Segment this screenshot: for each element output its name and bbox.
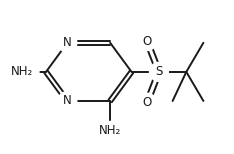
Text: NH₂: NH₂ <box>11 65 33 78</box>
Text: N: N <box>63 94 72 107</box>
Ellipse shape <box>58 91 77 110</box>
Ellipse shape <box>138 32 156 51</box>
Ellipse shape <box>150 63 168 81</box>
Text: O: O <box>142 34 152 48</box>
Ellipse shape <box>5 63 39 81</box>
Text: O: O <box>142 96 152 109</box>
Ellipse shape <box>93 122 127 140</box>
Text: N: N <box>63 36 72 49</box>
Text: NH₂: NH₂ <box>99 124 121 137</box>
Ellipse shape <box>138 93 156 112</box>
Text: S: S <box>155 65 163 78</box>
Ellipse shape <box>58 33 77 52</box>
